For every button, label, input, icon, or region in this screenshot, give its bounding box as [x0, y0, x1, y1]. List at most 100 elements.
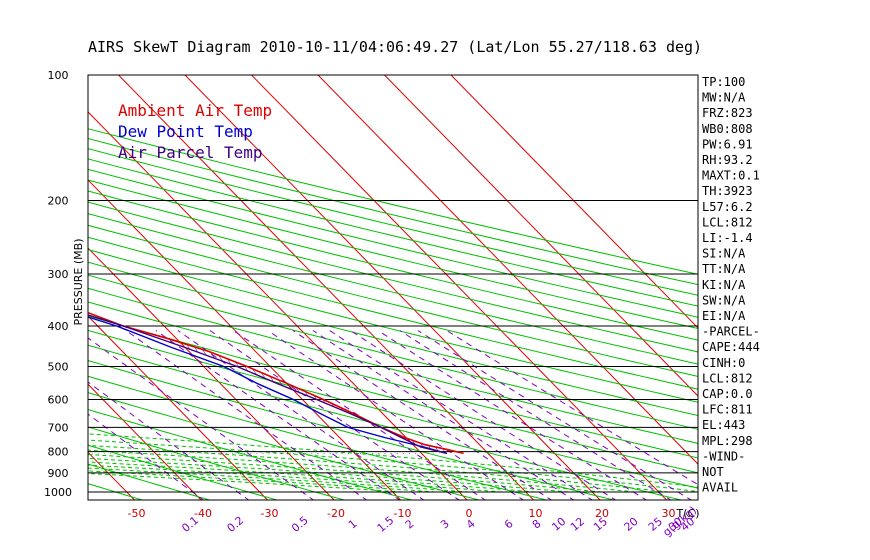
dry-adiabat-line — [88, 128, 698, 275]
legend-entry: Air Parcel Temp — [118, 143, 263, 162]
mixing-ratio-line — [88, 337, 315, 500]
y-tick-label: 700 — [48, 421, 69, 434]
isotherm-line — [184, 75, 601, 500]
dry-adiabat-line — [0, 84, 10, 501]
bottom-tick-label: 0 — [466, 507, 473, 520]
side-panel-entry: SI:N/A — [702, 247, 746, 261]
side-panel-entry: LFC:811 — [702, 403, 753, 417]
side-panel-entry: WB0:808 — [702, 122, 753, 136]
mixing-ratio-label: 1 — [346, 517, 360, 531]
side-panel-entry: CAP:0.0 — [702, 387, 753, 401]
mixing-ratio-line — [177, 330, 425, 500]
bottom-tick-label: -30 — [261, 507, 279, 520]
isotherm-line — [251, 75, 668, 500]
mixing-ratio-line — [292, 330, 553, 500]
dry-adiabat-line — [88, 201, 698, 353]
dry-adiabat-line — [88, 463, 212, 500]
dry-adiabat-line — [88, 409, 414, 500]
side-panel-entry: CAPE:444 — [702, 340, 760, 354]
side-panel-entry: PW:6.91 — [702, 137, 753, 151]
side-panel-entry: LCL:812 — [702, 371, 753, 385]
y-tick-label: 500 — [48, 360, 69, 373]
y-tick-label: 300 — [48, 268, 69, 281]
mixing-ratio-label: 10 — [549, 515, 568, 534]
mixing-ratio-line — [446, 330, 698, 486]
side-panel-entry: TT:N/A — [702, 262, 746, 276]
moist-adiabat-line — [88, 467, 470, 493]
side-panel-entry: -WIND- — [702, 449, 745, 463]
side-panel-entry: EL:443 — [702, 418, 745, 432]
mixing-ratio-line — [125, 330, 368, 500]
y-tick-label: 1000 — [44, 486, 72, 499]
mixing-ratio-label: 0.2 — [225, 514, 247, 535]
mixing-ratio-label: 6 — [502, 517, 516, 531]
isotherm-line — [0, 75, 4, 502]
side-panel-entry: -PARCEL- — [702, 325, 760, 339]
isotherm-line — [450, 75, 698, 329]
side-panel-entry: TH:3923 — [702, 184, 753, 198]
dry-adiabat-line — [88, 274, 698, 430]
mixing-ratio-line — [329, 330, 594, 500]
moist-adiabat-line — [88, 444, 669, 493]
dry-adiabat-line — [88, 158, 698, 307]
isotherm-line — [88, 383, 202, 500]
chart-title: AIRS SkewT Diagram 2010-10-11/04:06:49.2… — [88, 38, 702, 56]
mixing-ratio-label: 12 — [568, 515, 587, 534]
mixing-ratio-label: 4 — [464, 517, 478, 531]
dry-adiabat-line — [88, 190, 698, 341]
mixing-ratio-line — [88, 413, 205, 500]
mixing-ratio-label: 3 — [438, 517, 452, 531]
mixing-ratio-label: 0.5 — [289, 514, 311, 535]
side-panel-entry: KI:N/A — [702, 278, 746, 292]
dry-adiabat-line — [88, 392, 481, 500]
dry-adiabat-line — [88, 261, 698, 417]
dew-point-line — [88, 316, 448, 455]
dry-adiabat-line — [88, 168, 698, 318]
isotherm-line — [118, 75, 535, 500]
isotherm-line — [88, 451, 136, 500]
bottom-tick-label: -50 — [128, 507, 146, 520]
ambient-temp-line — [88, 311, 464, 455]
dry-adiabat-line — [88, 138, 698, 286]
side-panel-entry: MAXT:0.1 — [702, 169, 760, 183]
side-panel-entry: LI:-1.4 — [702, 231, 753, 245]
dry-adiabat-line — [0, 84, 78, 501]
mixing-ratio-label: 20 — [622, 515, 641, 534]
mixing-ratio-line — [267, 330, 525, 500]
side-panel-entry: L57:6.2 — [702, 200, 753, 214]
isotherm-line — [88, 247, 335, 500]
mixing-ratio-line — [377, 330, 648, 500]
dry-adiabat-line — [88, 375, 549, 500]
y-tick-label: 100 — [48, 69, 69, 82]
dry-adiabat-line — [88, 236, 698, 390]
plot-frame — [87, 74, 699, 501]
moist-adiabat-line — [88, 453, 603, 493]
side-panel-entry: NOT — [702, 465, 724, 479]
y-tick-label: 900 — [48, 467, 69, 480]
y-tick-label: 800 — [48, 446, 69, 459]
legend-entry: Ambient Air Temp — [118, 101, 272, 120]
bottom-unit-label: T(C) — [676, 507, 700, 520]
side-panel-entry: RH:93.2 — [702, 153, 753, 167]
parcel-temp-line — [88, 314, 448, 455]
side-panel-entry: CINH:0 — [702, 356, 745, 370]
dry-adiabat-line — [88, 287, 698, 444]
mixing-ratio-line — [209, 330, 461, 500]
dry-adiabat-line — [88, 329, 698, 489]
y-tick-label: 200 — [48, 195, 69, 208]
side-panel-entry: MPL:298 — [702, 434, 753, 448]
side-panel-entry: EI:N/A — [702, 309, 746, 323]
y-axis-label: PRESSURE (MB) — [72, 239, 85, 326]
y-tick-label: 600 — [48, 393, 69, 406]
bottom-tick-label: 30 — [662, 507, 676, 520]
dry-adiabat-line — [88, 344, 684, 500]
side-panel-entry: AVAIL — [702, 481, 738, 495]
dry-adiabat-line — [88, 213, 698, 365]
dry-adiabat-line — [88, 444, 279, 500]
bottom-tick-label: -20 — [327, 507, 345, 520]
side-panel-entry: MW:N/A — [702, 91, 746, 105]
isotherm-line — [88, 179, 402, 500]
bottom-tick-label: 10 — [529, 507, 543, 520]
y-tick-label: 400 — [48, 320, 69, 333]
